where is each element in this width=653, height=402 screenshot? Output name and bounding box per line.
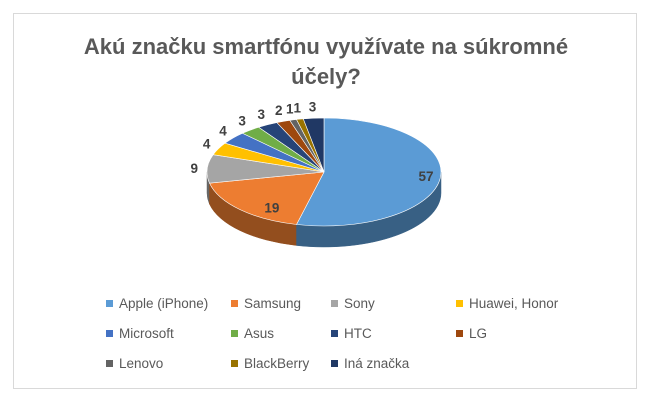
legend-label: Iná značka xyxy=(344,356,410,371)
legend-swatch xyxy=(456,300,463,307)
data-label-2: 9 xyxy=(190,161,198,176)
legend-item: Lenovo xyxy=(106,356,163,371)
data-label-3: 4 xyxy=(203,137,211,152)
pie-slice-0 xyxy=(296,117,442,227)
legend-label: Apple (iPhone) xyxy=(119,296,209,311)
legend-item: Huawei, Honor xyxy=(456,296,558,311)
legend-label: Microsoft xyxy=(119,326,174,341)
data-label-1: 19 xyxy=(264,200,279,215)
legend-swatch xyxy=(231,360,238,367)
pie-slice-1 xyxy=(209,171,325,225)
legend-swatch xyxy=(331,360,338,367)
legend-swatch xyxy=(231,300,238,307)
legend-label: HTC xyxy=(344,326,372,341)
data-label-4: 4 xyxy=(219,123,227,138)
legend-item: Iná značka xyxy=(331,356,409,371)
legend-label: BlackBerry xyxy=(244,356,310,371)
legend-swatch xyxy=(106,300,113,307)
legend-swatch xyxy=(106,330,113,337)
legend-swatch xyxy=(456,330,463,337)
legend-item: Asus xyxy=(231,326,274,341)
chart-title-line-2: účely? xyxy=(291,64,361,89)
data-label-9: 1 xyxy=(293,100,301,115)
legend-item: Apple (iPhone) xyxy=(106,296,208,311)
legend-item: Samsung xyxy=(231,296,301,311)
data-label-6: 3 xyxy=(257,107,265,122)
legend-item: Sony xyxy=(331,296,375,311)
legend-swatch xyxy=(231,330,238,337)
pie-slice-10 xyxy=(302,117,325,173)
legend-item: BlackBerry xyxy=(231,356,309,371)
legend-swatch xyxy=(106,360,113,367)
data-label-0: 57 xyxy=(419,169,434,184)
legend-label: LG xyxy=(469,326,488,341)
legend-label: Sony xyxy=(344,296,375,311)
legend-label: Samsung xyxy=(244,296,302,311)
chart-frame: Akú značku smartfónu využívate na súkrom… xyxy=(13,13,637,389)
data-label-7: 2 xyxy=(275,103,283,118)
legend-label: Asus xyxy=(244,326,275,341)
legend-item: Microsoft xyxy=(106,326,174,341)
legend-label: Huawei, Honor xyxy=(469,296,559,311)
legend-item: LG xyxy=(456,326,487,341)
legend-item: HTC xyxy=(331,326,372,341)
legend-label: Lenovo xyxy=(119,356,164,371)
data-label-5: 3 xyxy=(238,114,246,129)
chart-title: Akú značku smartfónu využívate na súkrom… xyxy=(14,32,638,92)
data-label-10: 3 xyxy=(309,99,317,114)
legend-swatch xyxy=(331,300,338,307)
chart-title-line-1: Akú značku smartfónu využívate na súkrom… xyxy=(83,34,569,59)
data-label-8: 1 xyxy=(286,101,294,116)
legend-swatch xyxy=(331,330,338,337)
